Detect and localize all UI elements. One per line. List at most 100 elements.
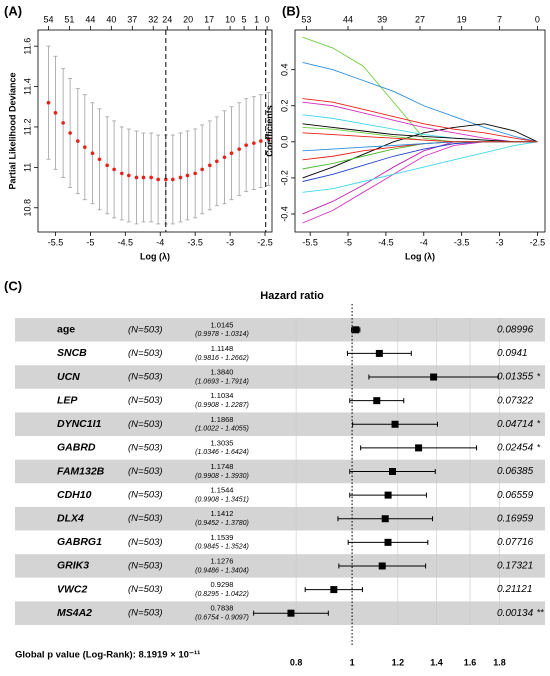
row-count: (N=503): [128, 584, 163, 595]
point: [244, 143, 248, 147]
point: [120, 171, 124, 176]
point: [149, 175, 153, 180]
top-tick-label: 17: [204, 14, 214, 24]
point: [252, 141, 256, 145]
point: [200, 167, 204, 172]
top-tick-label: 44: [85, 14, 95, 24]
top-tick-label: 0: [265, 14, 270, 24]
hazard-ratio-box: [330, 586, 338, 594]
coefficient-path: [302, 141, 538, 215]
panel-label: (A): [4, 3, 22, 18]
hazard-ratio: 0.7838: [211, 604, 234, 613]
row-background: [15, 530, 545, 555]
significance: *: [537, 442, 541, 452]
point: [171, 177, 175, 182]
hazard-ratio: 1.1412: [211, 509, 234, 518]
panel-label: (B): [282, 3, 300, 18]
x-tick-label: -3.5: [454, 237, 470, 247]
hazard-ratio-box: [373, 397, 381, 405]
y-tick-label: 10.8: [22, 199, 32, 217]
x-tick-label: -3: [226, 237, 234, 247]
p-value: 0.04714: [497, 419, 534, 430]
x-axis-title: Log (λ): [140, 251, 170, 261]
y-tick-label: 0.2: [279, 99, 289, 112]
x-tick-label: -5: [344, 237, 352, 247]
row-count: (N=503): [128, 466, 163, 477]
coefficient-path: [302, 62, 538, 143]
top-tick-label: 51: [64, 14, 74, 24]
point: [97, 157, 102, 162]
p-value: 0.06385: [497, 466, 534, 477]
x-tick-label: -2.5: [530, 237, 546, 247]
hazard-ratio: 1.1539: [211, 533, 234, 542]
point: [208, 163, 212, 168]
coefficient-path: [302, 101, 538, 143]
point: [259, 139, 263, 143]
point: [53, 111, 58, 115]
confidence-interval: (1.0022 - 1.4055): [195, 426, 249, 433]
row-count: (N=503): [128, 348, 163, 359]
top-tick-label: 44: [343, 14, 353, 24]
point: [141, 175, 146, 180]
coefficient-path: [302, 141, 538, 161]
x-tick-label: 1.2: [392, 657, 405, 667]
row-count: (N=503): [128, 442, 163, 453]
y-tick-label: 0.0: [279, 136, 289, 149]
confidence-interval: (1.0693 - 1.7914): [195, 378, 249, 385]
confidence-interval: (0.9486 - 1.3404): [195, 567, 249, 574]
coefficient-path: [302, 141, 538, 193]
point: [90, 151, 95, 156]
point: [164, 177, 168, 182]
hazard-ratio-box: [430, 373, 438, 381]
row-background: [15, 506, 545, 531]
hazard-ratio: 1.1148: [211, 344, 233, 353]
top-tick-label: 39: [377, 14, 387, 24]
significance: **: [537, 608, 545, 618]
hazard-ratio-box: [381, 515, 389, 523]
hazard-ratio: 1.1544: [211, 486, 234, 495]
confidence-interval: (0.6754 - 0.9097): [195, 615, 249, 622]
point: [127, 173, 131, 178]
x-tick-label: -4.5: [118, 237, 134, 247]
x-tick-label: 1: [350, 657, 355, 667]
x-tick-label: -2.5: [257, 237, 273, 247]
row-count: (N=503): [128, 372, 163, 383]
row-background: [15, 554, 545, 578]
point: [193, 171, 197, 176]
row-name: age: [57, 324, 75, 336]
top-tick-label: 20: [183, 14, 193, 24]
row-name: CDH10: [57, 489, 92, 501]
top-tick-label: 19: [457, 14, 467, 24]
forest-title: Hazard ratio: [260, 290, 324, 302]
hazard-ratio: 1.1034: [211, 391, 234, 400]
hazard-ratio: 1.1276: [211, 556, 234, 565]
confidence-interval: (0.9908 - 1.2287): [195, 402, 249, 409]
p-value: 0.01355: [497, 372, 534, 383]
top-tick-label: 24: [162, 14, 172, 24]
y-tick-label: -0.2: [279, 170, 289, 186]
row-count: (N=503): [128, 537, 163, 548]
top-tick-label: 32: [148, 14, 158, 24]
hazard-ratio-box: [287, 609, 295, 617]
plot-frame: [37, 29, 273, 233]
row-background: [15, 365, 545, 389]
row-count: (N=503): [128, 513, 163, 524]
point: [134, 175, 139, 180]
x-tick-label: -4.5: [378, 237, 394, 247]
row-background: [15, 483, 545, 507]
row-count: (N=503): [128, 608, 163, 619]
y-axis-title: Partial Likelihood Deviance: [7, 72, 17, 189]
hazard-ratio-box: [384, 538, 392, 546]
top-tick-label: 53: [301, 14, 311, 24]
hazard-ratio: 1.0145: [211, 320, 234, 329]
point: [222, 155, 227, 160]
hazard-ratio-box: [389, 468, 397, 475]
coefficient-path: [302, 132, 538, 143]
row-background: [15, 388, 545, 413]
point: [83, 145, 87, 149]
confidence-interval: (0.8295 - 1.0422): [195, 591, 249, 598]
x-tick-label: -5.5: [302, 237, 318, 247]
significance: *: [537, 371, 541, 381]
p-value: 0.02454: [497, 443, 534, 454]
